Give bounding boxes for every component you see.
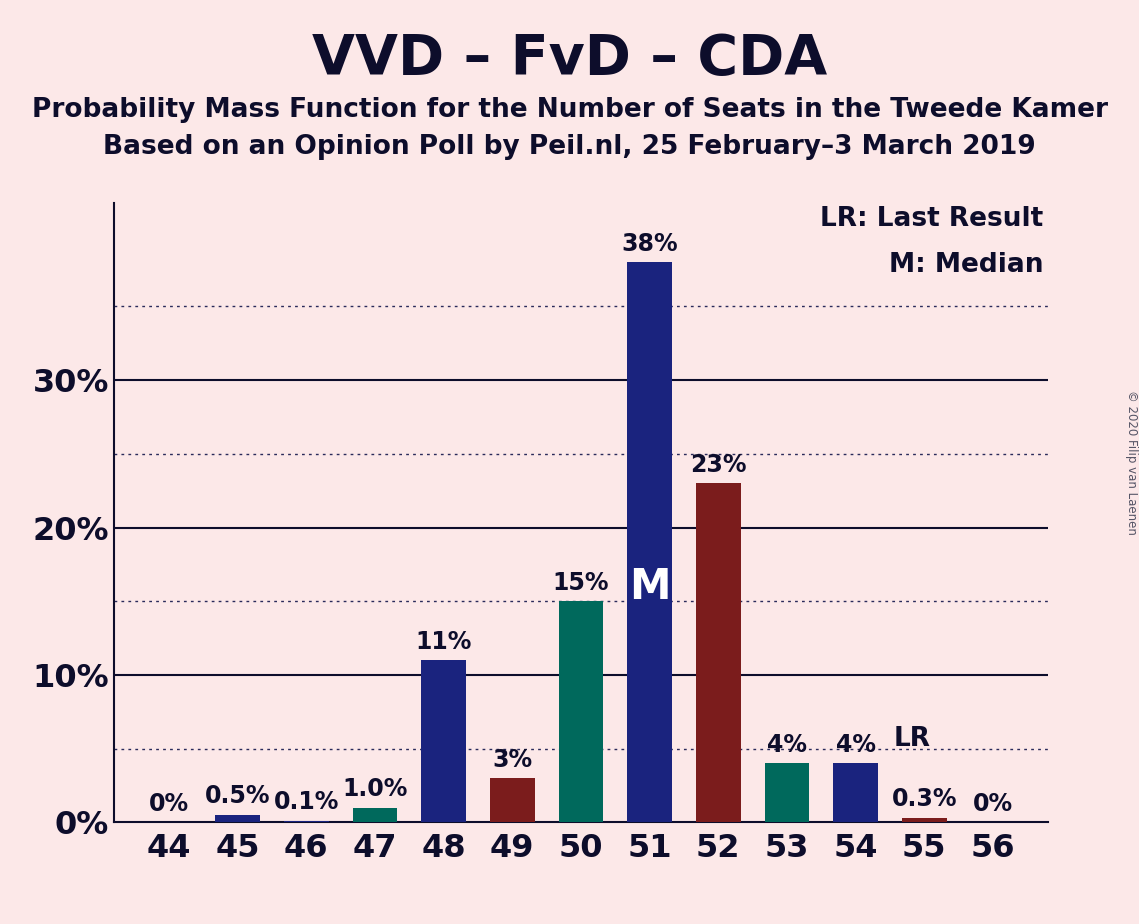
Bar xyxy=(834,763,878,822)
Text: 38%: 38% xyxy=(621,232,678,256)
Text: 23%: 23% xyxy=(690,453,746,477)
Bar xyxy=(902,818,947,822)
Bar xyxy=(558,602,604,822)
Bar xyxy=(353,808,398,822)
Bar xyxy=(490,778,534,822)
Text: M: M xyxy=(629,566,671,608)
Text: 4%: 4% xyxy=(836,733,876,757)
Text: © 2020 Filip van Laenen: © 2020 Filip van Laenen xyxy=(1124,390,1138,534)
Text: 1.0%: 1.0% xyxy=(342,777,408,801)
Text: 0.3%: 0.3% xyxy=(892,787,957,811)
Bar xyxy=(628,262,672,822)
Bar xyxy=(421,661,466,822)
Bar xyxy=(284,821,328,822)
Text: 0.5%: 0.5% xyxy=(205,784,270,808)
Text: 0.1%: 0.1% xyxy=(273,790,339,814)
Bar xyxy=(764,763,809,822)
Text: 3%: 3% xyxy=(492,748,532,772)
Text: 4%: 4% xyxy=(767,733,806,757)
Text: VVD – FvD – CDA: VVD – FvD – CDA xyxy=(312,32,827,86)
Bar xyxy=(696,483,740,822)
Text: Probability Mass Function for the Number of Seats in the Tweede Kamer: Probability Mass Function for the Number… xyxy=(32,97,1107,123)
Text: 0%: 0% xyxy=(973,792,1013,816)
Text: 15%: 15% xyxy=(552,571,609,595)
Text: LR: LR xyxy=(893,725,931,751)
Text: LR: Last Result
M: Median: LR: Last Result M: Median xyxy=(820,206,1043,278)
Text: 0%: 0% xyxy=(149,792,189,816)
Text: Based on an Opinion Poll by Peil.nl, 25 February–3 March 2019: Based on an Opinion Poll by Peil.nl, 25 … xyxy=(104,134,1035,160)
Bar xyxy=(215,815,260,822)
Text: 11%: 11% xyxy=(416,629,472,653)
